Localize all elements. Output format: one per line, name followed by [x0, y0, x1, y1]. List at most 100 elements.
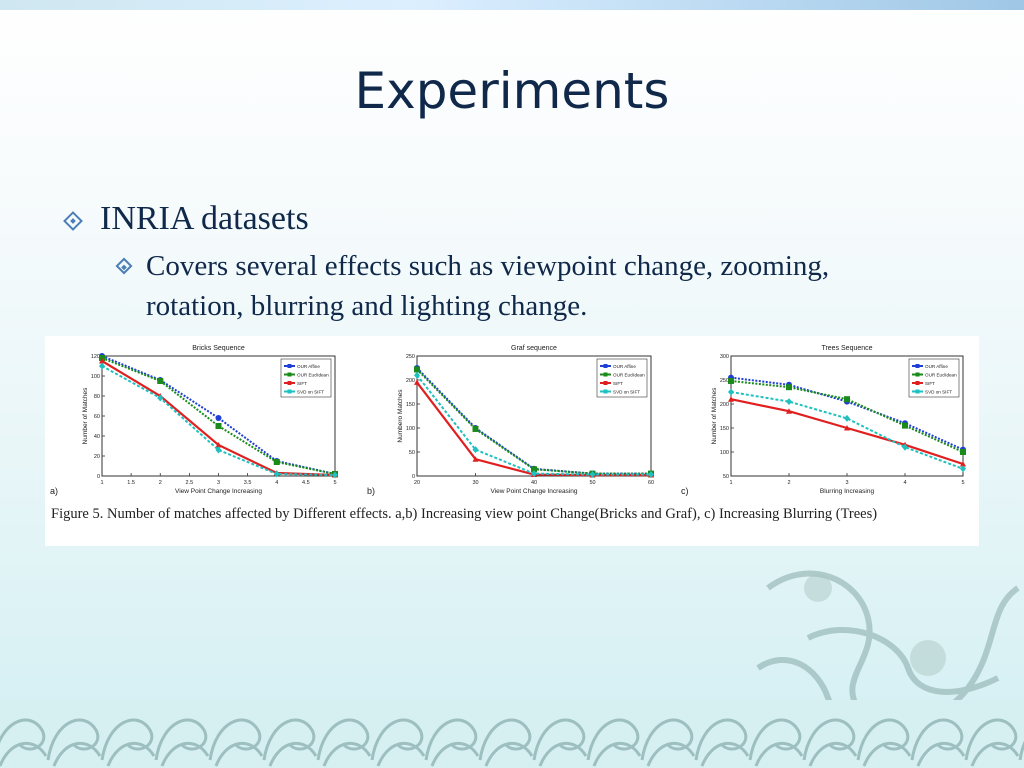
data-point: [844, 414, 850, 422]
bullet-level-1: INRIA datasets: [63, 200, 309, 238]
x-axis-label: View Point Change Increasing: [175, 488, 262, 495]
y-axis-label: Number of Matches: [711, 387, 718, 444]
legend-label: SIFT: [297, 381, 307, 386]
y-tick-label: 250: [406, 354, 415, 360]
x-axis-label: Blurring Increasing: [820, 488, 875, 495]
series-line: [101, 357, 336, 475]
x-tick-label: 1: [729, 480, 732, 486]
legend-marker: [915, 364, 920, 368]
x-tick-label: 5: [961, 480, 964, 486]
bullet-text: Covers several effects such as viewpoint…: [146, 250, 830, 322]
x-tick-label: 60: [648, 480, 654, 486]
data-point: [157, 378, 164, 384]
x-tick-label: 4: [903, 480, 906, 486]
panel-label: b): [367, 486, 375, 496]
legend-label: SIFT: [613, 381, 623, 386]
x-tick-label: 2: [787, 480, 790, 486]
legend-label: SVD on SIFT: [613, 390, 640, 395]
y-tick-label: 40: [94, 434, 100, 440]
x-tick-label: 2.5: [186, 480, 194, 486]
x-tick-label: 1.5: [127, 480, 135, 486]
diamond-bullet-icon: [115, 257, 133, 275]
legend-marker: [287, 364, 292, 368]
data-point: [332, 471, 338, 479]
data-point: [844, 425, 850, 431]
data-point: [99, 358, 105, 364]
data-point: [215, 442, 222, 448]
data-point: [902, 422, 908, 429]
x-tick-label: 3: [845, 480, 848, 486]
data-point: [786, 408, 792, 414]
x-tick-label: 4.5: [302, 480, 310, 486]
legend-label: OUR Euclidean: [613, 373, 645, 378]
bullet-level-2: Covers several effects such as viewpoint…: [115, 246, 898, 326]
data-point: [273, 470, 280, 478]
wave-pattern-decoration: [0, 700, 1024, 768]
data-point: [472, 446, 479, 454]
data-point: [414, 371, 420, 379]
y-tick-label: 300: [720, 354, 729, 360]
legend-marker: [603, 364, 608, 368]
x-tick-label: 20: [414, 480, 420, 486]
figure-caption: Figure 5. Number of matches affected by …: [51, 506, 878, 522]
series-line: [101, 365, 336, 476]
x-tick-label: 4: [275, 480, 278, 486]
y-axis-label: Numbero Matches: [397, 389, 404, 443]
top-accent-bar: [0, 0, 1024, 10]
data-point: [472, 425, 479, 432]
legend-marker: [287, 389, 292, 394]
x-axis-label: View Point Change Increasing: [491, 488, 578, 495]
charts-svg: Bricks Sequence View Point Change Increas…: [50, 345, 966, 496]
data-point: [215, 423, 222, 429]
legend-marker: [603, 389, 608, 394]
legend-label: OUR Affine: [297, 364, 320, 369]
data-point: [728, 388, 734, 396]
data-point: [273, 459, 280, 465]
chart-title: Trees Sequence: [821, 345, 872, 352]
legend-marker: [915, 389, 920, 394]
x-tick-label: 50: [589, 480, 595, 486]
data-point: [99, 362, 105, 370]
legend-label: OUR Euclidean: [297, 373, 329, 378]
x-tick-label: 3.5: [244, 480, 252, 486]
bullet-text: INRIA datasets: [100, 200, 309, 237]
panel-label: a): [50, 486, 58, 496]
legend-label: OUR Affine: [925, 364, 948, 369]
y-tick-label: 200: [720, 402, 729, 408]
data-point: [215, 446, 222, 454]
data-point: [728, 396, 734, 402]
legend-marker: [287, 381, 292, 385]
legend-marker: [915, 372, 920, 377]
data-point: [728, 377, 734, 384]
y-axis-label: Number of Matches: [82, 387, 89, 444]
data-point: [786, 384, 792, 391]
series-line: [730, 379, 964, 453]
y-tick-label: 120: [91, 354, 100, 360]
y-tick-label: 250: [720, 378, 729, 384]
y-tick-label: 60: [94, 414, 100, 420]
legend-marker: [603, 381, 608, 385]
legend-label: OUR Euclidean: [925, 373, 957, 378]
y-tick-label: 100: [406, 426, 415, 432]
figure-panel: Bricks Sequence View Point Change Increas…: [45, 336, 979, 546]
y-tick-label: 200: [406, 378, 415, 384]
legend-label: SVD on SIFT: [297, 390, 324, 395]
data-point: [648, 471, 654, 479]
legend-label: SVD on SIFT: [925, 390, 952, 395]
data-point: [157, 394, 164, 402]
y-tick-label: 50: [409, 450, 415, 456]
data-point: [902, 443, 908, 451]
x-tick-label: 5: [333, 480, 336, 486]
y-tick-label: 50: [723, 474, 729, 480]
y-tick-label: 80: [94, 394, 100, 400]
y-tick-label: 0: [97, 474, 100, 480]
data-point: [414, 366, 420, 373]
data-point: [844, 396, 850, 403]
x-tick-label: 30: [472, 480, 478, 486]
data-point: [960, 461, 966, 467]
y-tick-label: 100: [91, 374, 100, 380]
dragon-decoration: [756, 570, 1020, 751]
data-point: [589, 471, 596, 479]
data-point: [472, 456, 479, 462]
data-point: [531, 466, 537, 473]
